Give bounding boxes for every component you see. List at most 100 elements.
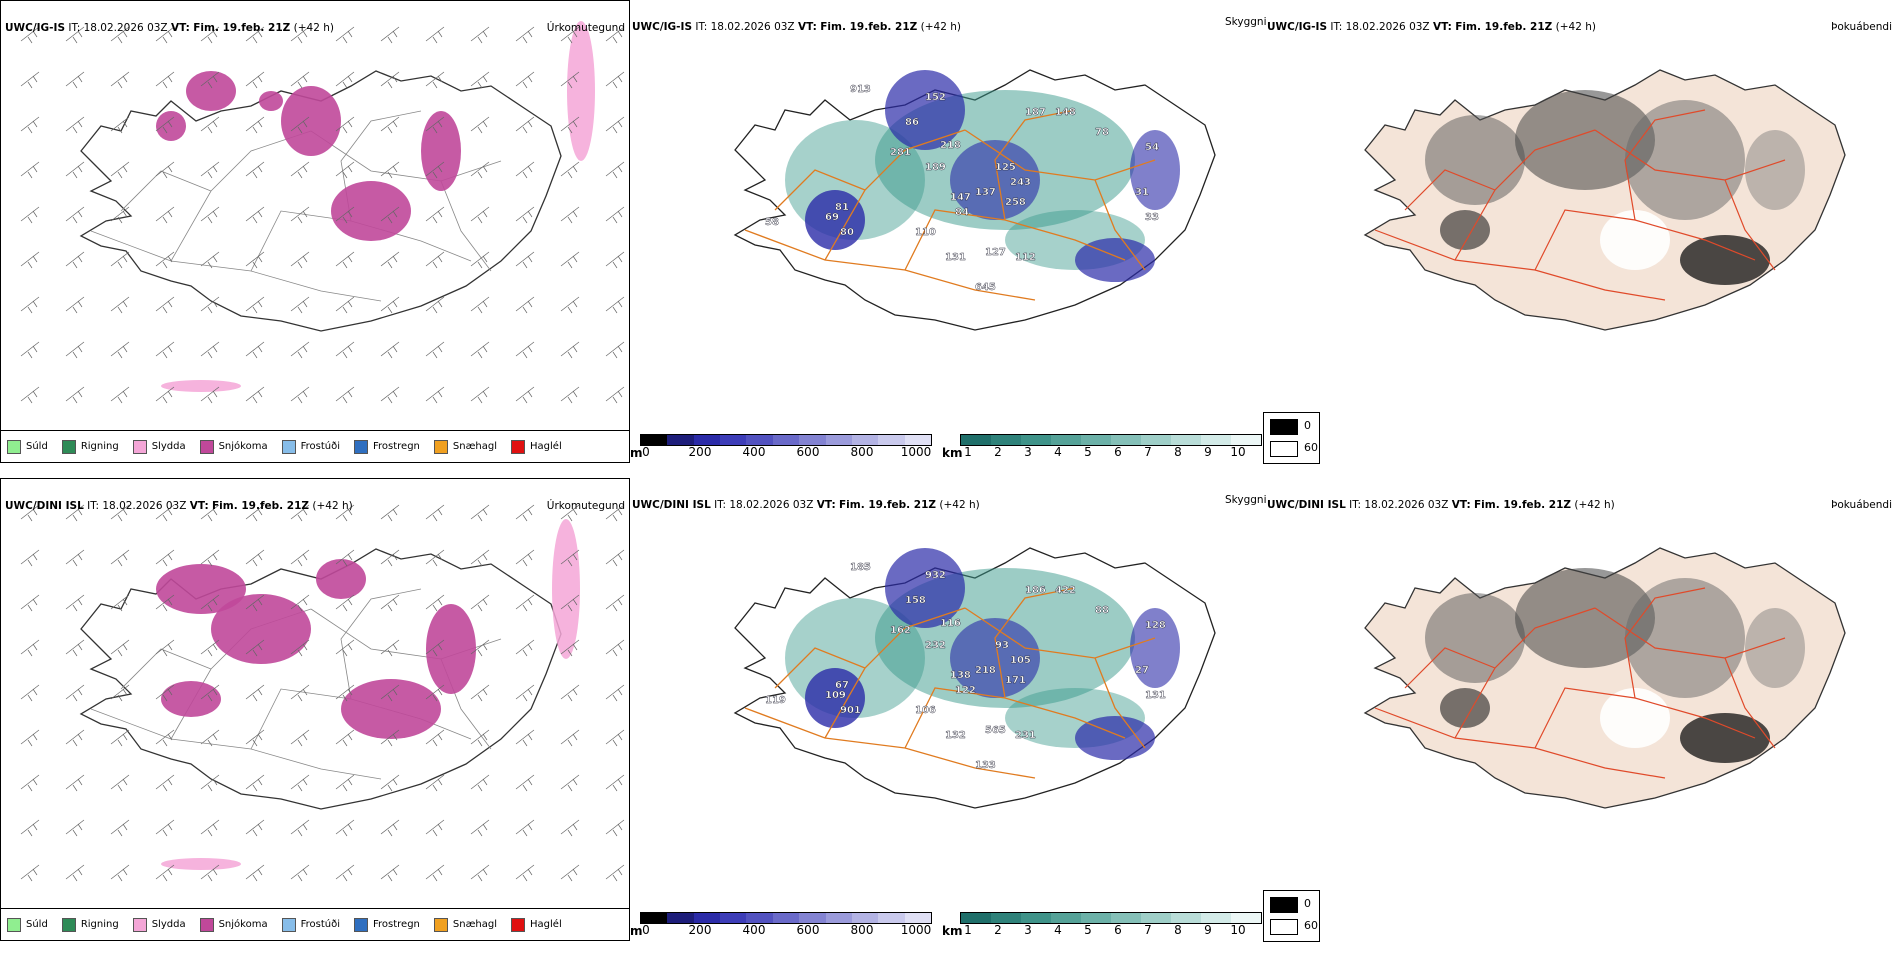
it-value: 18.02.2026 03Z [710, 21, 795, 33]
wind-barb [65, 684, 85, 702]
road-line [1724, 657, 1776, 749]
legend-label: Rigning [80, 441, 119, 452]
road-line [1624, 109, 1706, 221]
cloud-base-label: 105 [1010, 655, 1031, 666]
cloud-base-colorbar: m 0 200 400 600 800 1000 [630, 912, 935, 942]
panel-header: UWC/IG-IS IT: 18.02.2026 03Z VT: Fim. 19… [5, 22, 334, 34]
wind-barb [425, 296, 445, 314]
visibility-tick: 3 [1024, 445, 1032, 459]
legend-swatch [354, 917, 368, 932]
cloud-base-colorbar: m 0 200 400 600 800 1000 [630, 434, 935, 464]
wind-barb [290, 296, 310, 314]
snow-area [331, 181, 411, 241]
precip-legend: Súld Rigning Slydda Snjókoma Frostúði Frostre… [1, 908, 629, 940]
road-line [1404, 169, 1496, 211]
cloud-area [950, 140, 1040, 220]
cloud-base-tick: 400 [742, 923, 766, 937]
cloud-title: Skyggni [1225, 16, 1267, 28]
legend-swatch [433, 917, 448, 932]
wind-barb [425, 206, 445, 224]
legend-swatch [511, 439, 526, 454]
cloud-base-tick: 800 [850, 923, 874, 937]
wind-barb [155, 386, 175, 404]
wind-barb [335, 26, 355, 44]
cloud-base-label: 901 [840, 705, 861, 716]
fog-index-panel: UWC/IG-IS IT: 18.02.2026 03Z VT: Fim. 19… [1260, 0, 1900, 466]
wind-barb [560, 774, 580, 792]
road-line [1454, 129, 1596, 261]
vt-label: VT: [170, 22, 190, 34]
wind-barb [515, 341, 535, 359]
wind-barb [515, 71, 535, 89]
wind-barb [425, 684, 445, 702]
vt-value: Fim. 19.feb. 21Z [1455, 21, 1553, 33]
wind-barb [20, 819, 40, 837]
legend-swatch [511, 917, 526, 932]
it-value: 18.02.2026 03Z [83, 22, 168, 34]
wind-barb [245, 864, 265, 882]
wind-barb [560, 161, 580, 179]
wind-barb [110, 639, 130, 657]
visibility-tick: 6 [1114, 923, 1122, 937]
wind-barb [290, 594, 310, 612]
wind-barb [425, 341, 445, 359]
snow-area [341, 679, 441, 739]
cloud-base-label: 109 [825, 690, 846, 701]
wind-barb [335, 161, 355, 179]
wind-barb [200, 161, 220, 179]
wind-barb [605, 161, 625, 179]
wind-barb [380, 251, 400, 269]
cloud-base-label: 281 [890, 147, 911, 158]
wind-barb [290, 341, 310, 359]
legend-item: Snæhagl [433, 917, 497, 932]
cloud-base-label: 187 [1025, 107, 1046, 118]
wind-barb [65, 819, 85, 837]
fog-key-low-label: 0 [1304, 419, 1311, 432]
wind-barb [380, 116, 400, 134]
cloud-base-label: 932 [925, 570, 946, 581]
cloud-base-tick: 200 [688, 923, 712, 937]
legend-item: Haglél [511, 439, 562, 454]
legend-item: Slydda [132, 917, 186, 932]
wind-barb [425, 161, 445, 179]
vt-value: Fim. 19.feb. 21Z [820, 21, 918, 33]
wind-barb [245, 386, 265, 404]
wind-barb [20, 206, 40, 224]
road-line [1454, 607, 1596, 739]
cloud-base-label: 218 [940, 140, 961, 151]
model-name: UWC/DINI ISL [632, 499, 711, 511]
wind-barb [155, 774, 175, 792]
fog-area [1625, 578, 1745, 698]
wind-barb [380, 819, 400, 837]
wind-barb [200, 684, 220, 702]
wind-barb [20, 774, 40, 792]
wind-barb [560, 341, 580, 359]
cloud-base-label: 110 [915, 227, 936, 238]
wind-barb [380, 296, 400, 314]
wind-barb [20, 251, 40, 269]
snow-area [426, 604, 476, 694]
visibility-tick: 2 [994, 445, 1002, 459]
model-name: UWC/IG-IS [5, 22, 66, 34]
wind-barb [155, 26, 175, 44]
wind-barb [380, 684, 400, 702]
sleet-area [161, 380, 241, 392]
wind-barb [380, 206, 400, 224]
wind-barb [155, 161, 175, 179]
fog-map [1363, 547, 1846, 809]
road-line [1094, 657, 1146, 749]
road-line [774, 169, 866, 211]
wind-barb [605, 684, 625, 702]
cloud-base-colorbar-strip [640, 434, 932, 446]
wind-barb [290, 639, 310, 657]
wind-barb [605, 504, 625, 522]
wind-barb [245, 504, 265, 522]
cloud-base-tick: 600 [796, 445, 820, 459]
wind-barb [605, 296, 625, 314]
wind-barb [560, 116, 580, 134]
wind-barb [110, 684, 130, 702]
it-value: 18.02.2026 03Z [102, 500, 187, 512]
fog-area [1425, 115, 1525, 205]
legend-item: Snjókoma [199, 917, 268, 932]
legend-label: Frostregn [373, 441, 420, 452]
